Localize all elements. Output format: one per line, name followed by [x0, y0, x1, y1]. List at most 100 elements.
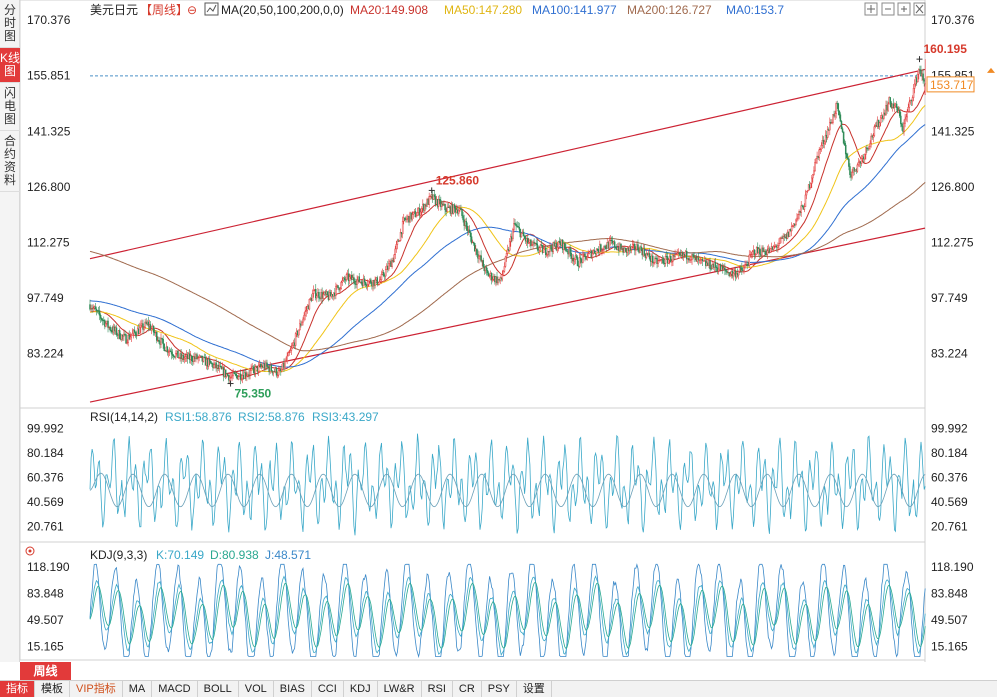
period-selector[interactable]: 周线 [20, 662, 71, 680]
candle-body [917, 73, 919, 83]
candle-body [461, 209, 463, 216]
candle-body [202, 356, 205, 362]
toolbar-item-vip[interactable]: VIP指标 [70, 681, 123, 697]
close-icon[interactable] [913, 2, 926, 16]
candle-body [437, 199, 440, 207]
tab-contract-info[interactable]: 合约资料 [0, 131, 20, 192]
candle-body [514, 222, 516, 225]
tab-flash[interactable]: 闪电图 [0, 83, 20, 131]
candle-body [512, 229, 514, 240]
candle-body [304, 311, 306, 316]
candle-body [531, 244, 533, 246]
candle-body [806, 190, 809, 192]
candle-body [788, 228, 791, 237]
candle-body [857, 161, 860, 166]
candle-body [722, 266, 724, 269]
candle-body [550, 245, 552, 250]
candle-body [715, 266, 718, 268]
candle-body [480, 255, 482, 262]
candle-body [777, 245, 779, 248]
candle-body [209, 358, 211, 362]
side-tabs: 分时图 K线图 闪电图 合约资料 [0, 0, 20, 662]
toolbar-item-boll[interactable]: BOLL [198, 681, 239, 697]
tab-timeshare[interactable]: 分时图 [0, 0, 20, 48]
toolbar-item-rsi[interactable]: RSI [422, 681, 453, 697]
candle-body [844, 144, 847, 155]
candle-body [920, 69, 922, 77]
candle-body [257, 365, 260, 372]
toolbar-item-cci[interactable]: CCI [312, 681, 344, 697]
candle-body [299, 323, 301, 331]
toolbar-item-macd[interactable]: MACD [152, 681, 198, 697]
candle-body [923, 79, 925, 82]
candle-body [546, 254, 548, 256]
candle-body [868, 146, 870, 150]
crosshair-icon[interactable] [864, 2, 878, 16]
kdj-title: KDJ(9,3,3) [90, 548, 147, 562]
candle-body [270, 365, 272, 371]
candle-body [231, 375, 233, 378]
candle-body [125, 334, 127, 344]
candle-body [446, 206, 448, 212]
candle-body [501, 274, 504, 280]
candle-body [401, 221, 404, 235]
candle-body [301, 321, 303, 326]
candle-body [865, 147, 867, 155]
candle-body [502, 270, 505, 276]
candle-body [116, 334, 119, 336]
candle-body [851, 171, 853, 178]
candle-body [518, 226, 521, 230]
candle-body [566, 250, 568, 252]
tab-kline[interactable]: K线图 [0, 48, 20, 83]
candle-body [538, 247, 541, 251]
candle-body [840, 121, 843, 129]
toolbar-item-cr[interactable]: CR [453, 681, 482, 697]
kdj-tick-right: 118.190 [931, 560, 974, 574]
candle-body [281, 368, 283, 372]
toolbar-item-[interactable]: 指标 [0, 681, 35, 697]
toolbar-item-bias[interactable]: BIAS [274, 681, 312, 697]
candle-body [277, 370, 280, 376]
toolbar-item-kdj[interactable]: KDJ [344, 681, 378, 697]
kdj-d-line [89, 581, 926, 650]
price-alert-icon[interactable] [987, 67, 995, 73]
minus-icon[interactable] [881, 2, 895, 16]
candle-body [374, 279, 376, 286]
candle-body [584, 253, 586, 257]
kdj-settings-icon[interactable] [25, 546, 35, 556]
toolbar-item-[interactable]: 模板 [35, 681, 70, 697]
toolbar-item-ma[interactable]: MA [123, 681, 153, 697]
toolbar-item-[interactable]: 设置 [517, 681, 552, 697]
candle-body [503, 266, 506, 272]
candle-body [899, 110, 901, 117]
candle-body [249, 370, 251, 376]
ma200-line [89, 181, 926, 352]
kline-chart[interactable]: 美元日元 【周线】 ⊖ MA(20,50,100,200,0,0) MA20:1… [20, 0, 997, 662]
candle-body [690, 259, 692, 261]
ma0-label: MA0:153.7 [726, 3, 784, 17]
candle-body [318, 292, 320, 299]
candle-body [380, 274, 383, 280]
candle-body [316, 295, 318, 299]
candle-body [416, 212, 419, 216]
candle-body [250, 368, 252, 371]
candle-body [608, 240, 611, 249]
candle-body [911, 97, 914, 102]
candle-body [588, 251, 590, 254]
candle-body [505, 253, 508, 258]
collapse-icon[interactable]: ⊖ [187, 3, 197, 17]
candle-body [227, 373, 229, 376]
candle-body [144, 321, 146, 328]
toolbar-item-psy[interactable]: PSY [482, 681, 517, 697]
candle-body [156, 331, 158, 341]
price-tick-left: 141.325 [27, 124, 71, 138]
candle-body [311, 293, 314, 301]
candle-body [842, 131, 845, 144]
toolbar-item-vol[interactable]: VOL [239, 681, 274, 697]
candle-body [415, 215, 418, 218]
candle-body [815, 158, 817, 163]
toolbar-item-lw-r[interactable]: LW&R [378, 681, 422, 697]
candle-body [907, 106, 910, 112]
plus-icon[interactable] [897, 2, 911, 16]
candle-body [364, 281, 367, 286]
